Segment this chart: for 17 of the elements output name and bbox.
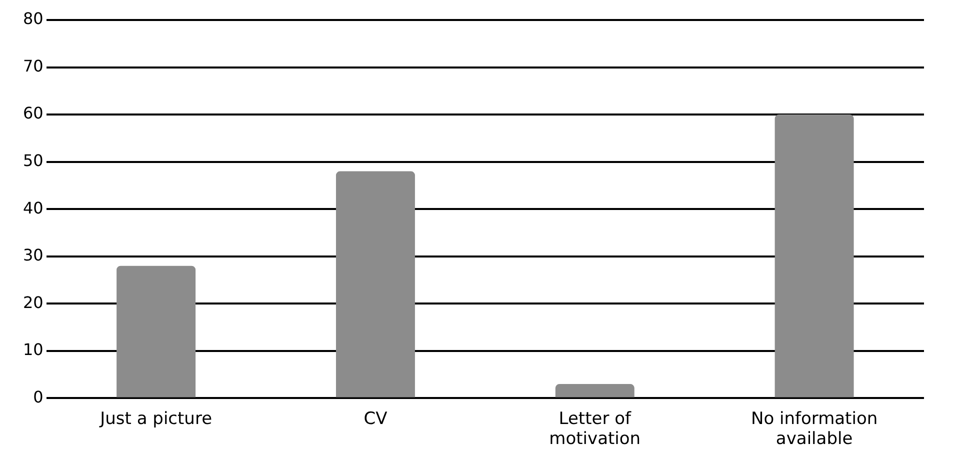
y-tick-label: 80: [23, 9, 44, 28]
x-tick-label: Just a picture: [99, 408, 212, 429]
x-tick-label: Letter of motivation: [549, 408, 641, 450]
x-tick-label: No information available: [750, 408, 878, 450]
y-tick-label: 20: [23, 292, 44, 312]
y-tick-label: 0: [33, 387, 44, 406]
bar: [774, 114, 854, 398]
y-tick-label: 10: [23, 340, 44, 360]
y-tick-label: 50: [23, 150, 44, 170]
bar: [336, 171, 415, 398]
y-tick-label: 70: [23, 56, 44, 76]
x-tick-label: CV: [364, 408, 388, 429]
y-tick-label: 40: [23, 198, 44, 218]
y-tick-label: 30: [23, 246, 44, 265]
bar: [555, 384, 634, 398]
bar: [116, 266, 196, 398]
y-tick-label: 60: [23, 104, 44, 123]
